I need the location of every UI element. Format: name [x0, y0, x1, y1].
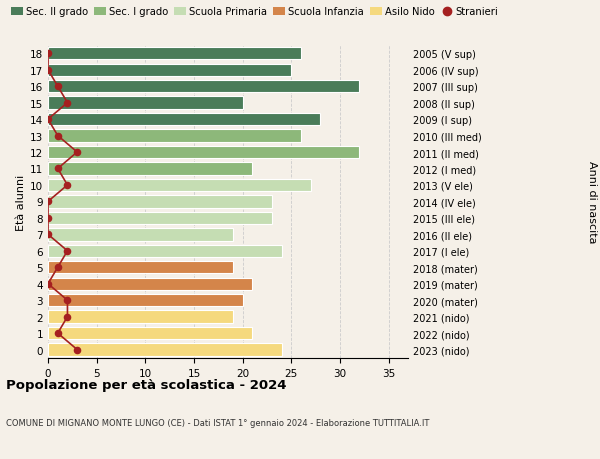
Bar — [48, 327, 253, 340]
Y-axis label: Età alunni: Età alunni — [16, 174, 26, 230]
Point — [53, 264, 62, 271]
Point — [43, 67, 53, 74]
Point — [43, 231, 53, 239]
Bar — [48, 278, 253, 290]
Point — [62, 182, 72, 189]
Legend: Sec. II grado, Sec. I grado, Scuola Primaria, Scuola Infanzia, Asilo Nido, Stran: Sec. II grado, Sec. I grado, Scuola Prim… — [11, 7, 499, 17]
Bar — [48, 196, 272, 208]
Point — [62, 247, 72, 255]
Point — [53, 83, 62, 90]
Bar — [48, 245, 281, 257]
Text: Popolazione per età scolastica - 2024: Popolazione per età scolastica - 2024 — [6, 379, 287, 392]
Point — [43, 280, 53, 288]
Bar — [48, 294, 242, 307]
Bar — [48, 311, 233, 323]
Point — [43, 198, 53, 206]
Bar — [48, 179, 311, 192]
Point — [53, 165, 62, 173]
Point — [62, 297, 72, 304]
Bar — [48, 130, 301, 142]
Point — [73, 346, 82, 353]
Text: COMUNE DI MIGNANO MONTE LUNGO (CE) - Dati ISTAT 1° gennaio 2024 - Elaborazione T: COMUNE DI MIGNANO MONTE LUNGO (CE) - Dat… — [6, 418, 430, 427]
Point — [73, 149, 82, 157]
Bar — [48, 97, 242, 110]
Point — [53, 330, 62, 337]
Point — [43, 50, 53, 58]
Bar — [48, 64, 291, 77]
Point — [43, 116, 53, 123]
Bar — [48, 146, 359, 159]
Point — [53, 133, 62, 140]
Bar — [48, 344, 281, 356]
Point — [62, 313, 72, 321]
Point — [43, 215, 53, 222]
Bar — [48, 229, 233, 241]
Bar — [48, 262, 233, 274]
Bar — [48, 163, 253, 175]
Bar — [48, 212, 272, 224]
Text: Anni di nascita: Anni di nascita — [587, 161, 597, 243]
Bar — [48, 48, 301, 60]
Point — [62, 100, 72, 107]
Bar — [48, 114, 320, 126]
Bar — [48, 81, 359, 93]
